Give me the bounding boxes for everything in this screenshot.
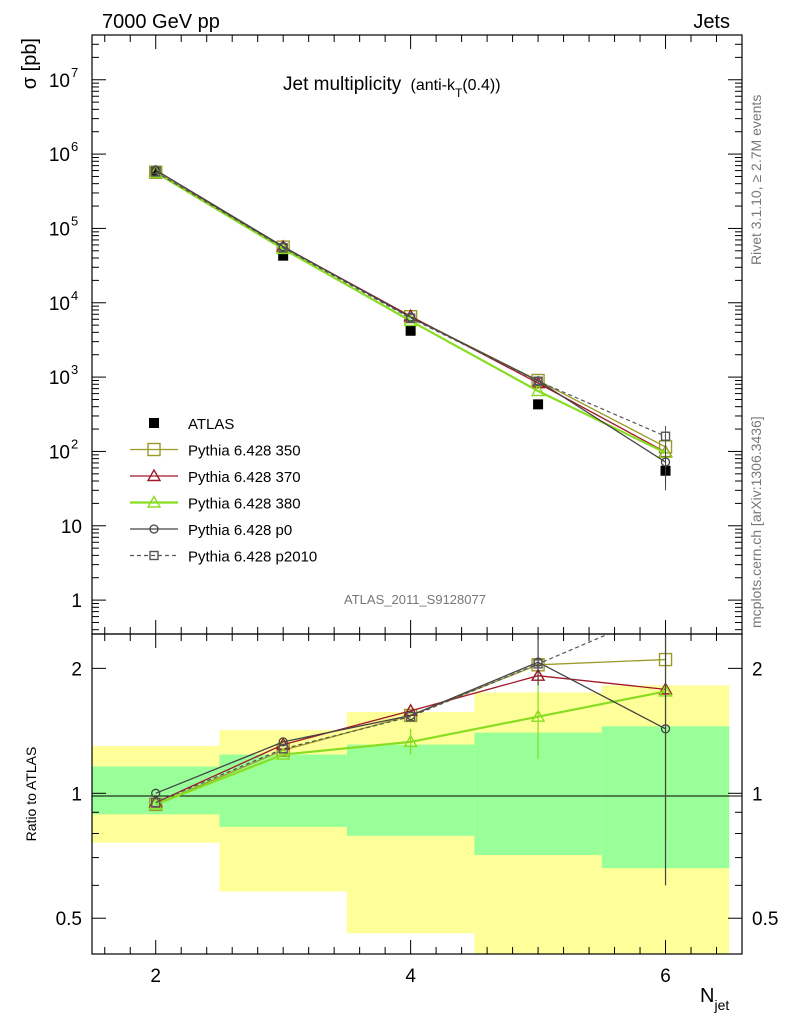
y-tick-exponent: 3 — [71, 362, 78, 377]
ratio-point-p2010 — [278, 744, 288, 754]
ratio-y-tick-label-right: 0.5 — [752, 909, 778, 930]
main-title: Jet multiplicity (anti-kT(0.4)) — [283, 74, 501, 100]
ratio-point-p380 — [148, 797, 163, 810]
y-tick-exponent: 2 — [71, 436, 78, 451]
ratio-uncertainty-bands — [92, 685, 730, 954]
data-point-atlas — [533, 399, 544, 410]
data-point-atlas — [405, 325, 416, 336]
ratio-y-axis-label: Ratio to ATLAS — [23, 747, 39, 842]
y-tick-label: 1 — [71, 591, 82, 612]
legend-entry-p370: Pythia 6.428 370 — [130, 468, 301, 486]
uncertainty-band-inner — [346, 744, 475, 836]
x-tick-label: 6 — [660, 966, 671, 987]
series-p370 — [148, 164, 673, 458]
rivet-version-label: Rivet 3.1.10, ≥ 2.7M events — [748, 95, 764, 265]
process-label: Jets — [693, 11, 730, 33]
ratio-point-p0 — [151, 788, 161, 798]
y-tick-label: 10 — [49, 442, 70, 463]
data-point-p2010 — [533, 376, 543, 386]
y-tick-label: 10 — [49, 368, 70, 389]
energy-label: 7000 GeV pp — [102, 11, 220, 33]
ratio-point-p0 — [660, 724, 671, 734]
legend-entry-p0: Pythia 6.428 p0 — [130, 522, 292, 539]
ratio-point-p380 — [530, 709, 546, 722]
ratio-y-tick-label-right: 2 — [752, 659, 763, 680]
y-tick-exponent: 7 — [71, 65, 78, 80]
legend-entry-p380: Pythia 6.428 380 — [130, 495, 301, 513]
ratio-series-clipped — [148, 634, 673, 886]
data-point-p380 — [530, 383, 546, 397]
ratio-axis-ticks: 0.5 0.5 1 1 2 2 2 4 6 — [56, 634, 778, 987]
data-point-p2010 — [405, 313, 416, 323]
ratio-point-p380 — [403, 734, 418, 748]
ratio-series-p2010 — [151, 634, 609, 808]
legend-marker — [146, 468, 162, 482]
ratio-y-tick-label-right: 1 — [752, 784, 763, 805]
main-plot-frame — [91, 34, 743, 635]
x-tick-label: 2 — [150, 966, 161, 987]
main-y-axis-label: σ [pb] — [19, 38, 41, 89]
legend-entry-p350: Pythia 6.428 350 — [130, 443, 301, 460]
ratio-y-tick-label: 0.5 — [56, 909, 82, 930]
legend-label: ATLAS — [188, 416, 234, 433]
ratio-plot: 0.5 0.5 1 1 2 2 2 4 6 Ratio to ATLAS Njet — [23, 633, 778, 1013]
data-point-p0 — [660, 457, 671, 467]
series-line-p2010 — [155, 171, 666, 437]
y-tick-label: 10 — [49, 294, 70, 315]
legend: ATLAS Pythia 6.428 350 Pythia 6.428 370 Pyt… — [130, 416, 317, 566]
legend-entry-p2010: Pythia 6.428 p2010 — [130, 549, 317, 566]
ratio-series-group — [148, 634, 673, 886]
data-point-p2010 — [660, 431, 671, 441]
data-point-p2010 — [151, 167, 161, 177]
y-tick-exponent: 4 — [71, 288, 78, 303]
y-tick-label: 10 — [61, 517, 82, 538]
legend-marker — [147, 442, 161, 457]
y-tick-exponent: 5 — [71, 213, 78, 228]
ratio-point-p2010 — [533, 659, 543, 669]
legend-label: Pythia 6.428 350 — [188, 443, 301, 460]
ratio-point-p2010 — [405, 711, 416, 722]
y-tick-label: 10 — [49, 145, 70, 166]
ratio-plot-frame — [91, 633, 743, 955]
ratio-line-p2010 — [155, 634, 609, 804]
series-p2010 — [151, 167, 671, 449]
ratio-point-p2010 — [151, 797, 161, 808]
legend-label: Pythia 6.428 370 — [188, 469, 301, 486]
ratio-line-p0 — [155, 661, 666, 794]
legend-label: Pythia 6.428 p2010 — [188, 549, 317, 566]
ratio-point-p380 — [275, 747, 291, 760]
y-tick-exponent: 6 — [71, 139, 78, 154]
legend-marker — [149, 418, 159, 428]
legend-marker — [146, 495, 162, 508]
ratio-y-tick-label: 1 — [71, 784, 82, 805]
main-series-group — [148, 164, 673, 491]
y-tick-label: 10 — [49, 219, 70, 240]
ratio-y-tick-label: 2 — [71, 659, 82, 680]
ratio-series-p0 — [151, 635, 671, 886]
legend-marker — [149, 550, 159, 561]
x-tick-label: 4 — [405, 966, 416, 987]
legend-label: Pythia 6.428 p0 — [188, 522, 292, 539]
series-line-p370 — [155, 171, 666, 453]
y-tick-label: 10 — [49, 71, 70, 92]
ratio-point-p0 — [278, 737, 288, 747]
legend-entry-atlas: ATLAS — [149, 416, 234, 433]
analysis-label: ATLAS_2011_S9128077 — [344, 592, 486, 607]
legend-marker — [149, 524, 159, 534]
data-point-atlas — [278, 250, 289, 261]
legend-label: Pythia 6.428 380 — [188, 496, 301, 513]
mcplots-reference-label: mcplots.cern.ch [arXiv:1306.3436] — [748, 416, 764, 628]
data-point-p2010 — [278, 243, 288, 253]
series-line-p0 — [155, 169, 666, 463]
x-axis-label: Njet — [700, 985, 729, 1013]
